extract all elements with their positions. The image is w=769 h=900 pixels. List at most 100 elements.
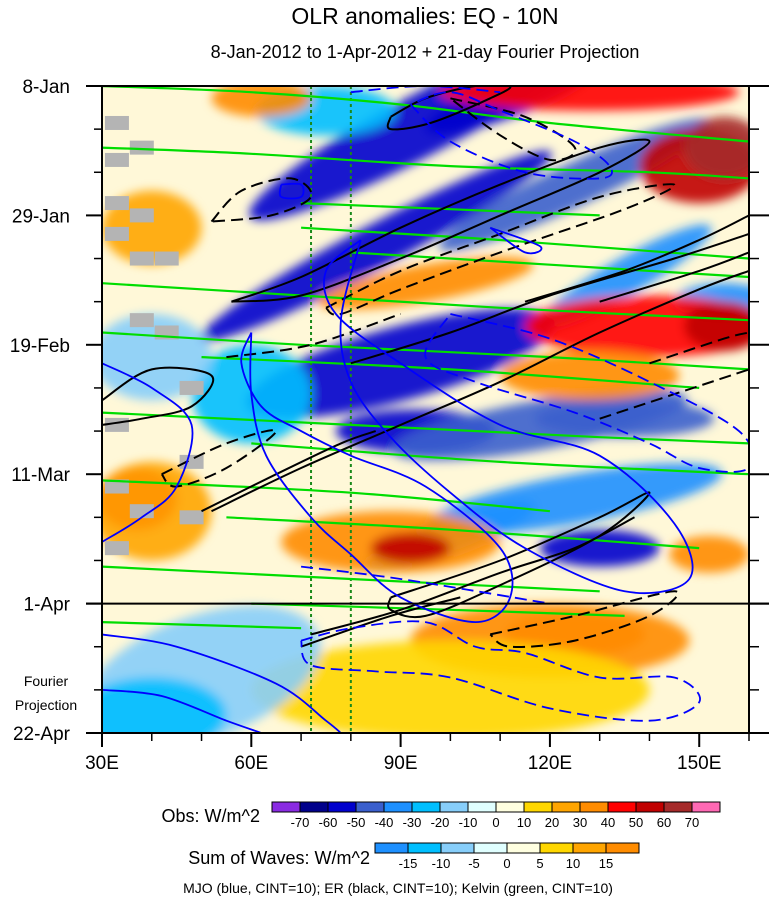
- obs-anomaly-blob-10: [534, 400, 715, 438]
- waves-colorbar-level-label-2: -5: [468, 856, 480, 871]
- mjo-contour-7: [300, 620, 701, 722]
- mjo-contour-4: [102, 362, 194, 543]
- waves-colorbar-color-box-2: [440, 842, 475, 854]
- missing-data-cell-13: [104, 479, 129, 494]
- waves-colorbar-level-label-0: -15: [399, 856, 418, 871]
- obs-anomaly-blob-0: [249, 86, 602, 221]
- kelvin-contour-12: [102, 565, 600, 593]
- obs-anomaly-blob-23: [684, 301, 749, 351]
- waves-colorbar-color-box-1: [407, 842, 442, 854]
- waves-colorbar-label: Sum of Waves: W/m^2: [188, 848, 370, 868]
- missing-data-cell-0: [104, 115, 129, 130]
- obs-field: [102, 86, 749, 733]
- er-contour-1: [231, 138, 651, 303]
- obs-colorbar-level-label-10: 30: [573, 815, 587, 830]
- obs-colorbar-color-box-12: [607, 801, 637, 813]
- missing-data-cell-14: [129, 504, 154, 519]
- waves-colorbar-color-box-3: [473, 842, 508, 854]
- obs-anomaly-blob-24: [500, 350, 680, 401]
- obs-colorbar-color-box-10: [551, 801, 581, 813]
- missing-data-cell-8: [129, 313, 154, 328]
- obs-colorbar-color-box-15: [691, 801, 721, 813]
- x-tick-label-0: 30E: [85, 753, 119, 774]
- obs-colorbar: -70 -60 -50 -40 -30 -20 -10 0 10 20 30 40 50 60 70: [271, 801, 721, 830]
- obs-anomaly-blob-26: [102, 461, 212, 561]
- obs-colorbar-label: Obs: W/m^2: [162, 806, 260, 826]
- chart-subtitle: 8-Jan-2012 to 1-Apr-2012 + 21-day Fourie…: [211, 42, 640, 62]
- obs-colorbar-level-label-0: -70: [291, 815, 310, 830]
- obs-colorbar-color-box-7: [467, 801, 497, 813]
- y-tick-label-5: 22-Apr: [13, 724, 71, 745]
- footer-note: MJO (blue, CINT=10); ER (black, CINT=10)…: [183, 880, 613, 896]
- mjo-contour-6: [489, 226, 543, 255]
- obs-colorbar-level-label-13: 60: [657, 815, 671, 830]
- kelvin-contour-14: [102, 621, 302, 630]
- missing-data-cell-7: [154, 251, 179, 266]
- waves-colorbar-level-label-6: 15: [599, 856, 613, 871]
- obs-colorbar-level-label-7: 0: [492, 815, 499, 830]
- er-contour-4: [599, 251, 749, 303]
- obs-colorbar-level-label-3: -40: [375, 815, 394, 830]
- mjo-contours: [102, 86, 749, 733]
- er-contour-7: [211, 269, 749, 513]
- obs-colorbar-level-label-5: -20: [431, 815, 450, 830]
- missing-data-cell-16: [104, 541, 129, 556]
- obs-colorbar-level-label-8: 10: [517, 815, 531, 830]
- kelvin-contour-9: [251, 442, 749, 476]
- obs-colorbar-level-label-14: 70: [685, 815, 699, 830]
- y-tick-label-0: 8-Jan: [22, 77, 70, 98]
- obs-colorbar-color-box-11: [579, 801, 609, 813]
- obs-colorbar-level-label-9: 20: [545, 815, 559, 830]
- kelvin-contour-8: [102, 411, 749, 445]
- missing-data-cell-1: [129, 140, 154, 155]
- er-contour-18: [489, 590, 680, 648]
- x-tick-label-1: 60E: [234, 753, 268, 774]
- x-tick-label-2: 90E: [384, 753, 418, 774]
- er-contour-6: [201, 430, 377, 513]
- y-tick-label-1: 29-Jan: [12, 206, 70, 227]
- obs-colorbar-color-box-2: [327, 801, 357, 813]
- waves-colorbar-level-label-4: 5: [536, 856, 543, 871]
- waves-colorbar-color-box-0: [374, 842, 409, 854]
- er-contour-17: [649, 331, 749, 365]
- er-contour-11: [210, 177, 313, 223]
- y-tick-label-3: 11-Mar: [11, 465, 70, 486]
- er-contour-12: [325, 183, 676, 316]
- mjo-contour-2: [240, 332, 514, 623]
- waves-colorbar-color-box-5: [539, 842, 574, 854]
- kelvin-contour-1: [102, 146, 749, 180]
- obs-anomaly-blob-17: [440, 86, 740, 111]
- er-contour-0: [386, 86, 512, 131]
- missing-data-cell-15: [179, 510, 204, 525]
- mjo-contour-10: [424, 313, 749, 473]
- obs-anomaly-blob-19: [684, 116, 749, 179]
- obs-anomaly-blob-29: [669, 535, 749, 573]
- kelvin-contour-4: [350, 251, 749, 279]
- missing-data-cell-3: [104, 196, 129, 211]
- er-contour-10: [300, 596, 461, 648]
- kelvin-contour-10: [102, 479, 551, 513]
- er-contour-5: [102, 366, 215, 426]
- waves-colorbar-color-box-4: [506, 842, 541, 854]
- y-tick-label-2: 19-Feb: [10, 336, 70, 357]
- y-tick-label-4: 1-Apr: [24, 595, 71, 616]
- obs-colorbar-level-label-4: -30: [403, 815, 422, 830]
- x-tick-label-4: 150E: [677, 753, 721, 774]
- obs-colorbar-color-box-13: [635, 801, 665, 813]
- fourier-projection-label-line1: Fourier: [24, 673, 69, 689]
- plot-frame: [101, 85, 750, 734]
- obs-colorbar-level-label-11: 40: [601, 815, 615, 830]
- kelvin-contour-11: [226, 516, 700, 550]
- missing-data-cell-2: [104, 152, 129, 167]
- obs-colorbar-color-box-8: [495, 801, 525, 813]
- obs-anomaly-blob-21: [317, 256, 534, 310]
- mjo-contour-9: [350, 86, 501, 94]
- obs-colorbar-level-label-1: -60: [319, 815, 338, 830]
- obs-colorbar-color-box-4: [383, 801, 413, 813]
- mjo-contour-8: [409, 91, 613, 180]
- waves-colorbar-level-label-1: -10: [432, 856, 451, 871]
- obs-colorbar-level-label-12: 50: [629, 815, 643, 830]
- waves-colorbar-color-box-7: [605, 842, 640, 854]
- er-contour-13: [449, 97, 577, 162]
